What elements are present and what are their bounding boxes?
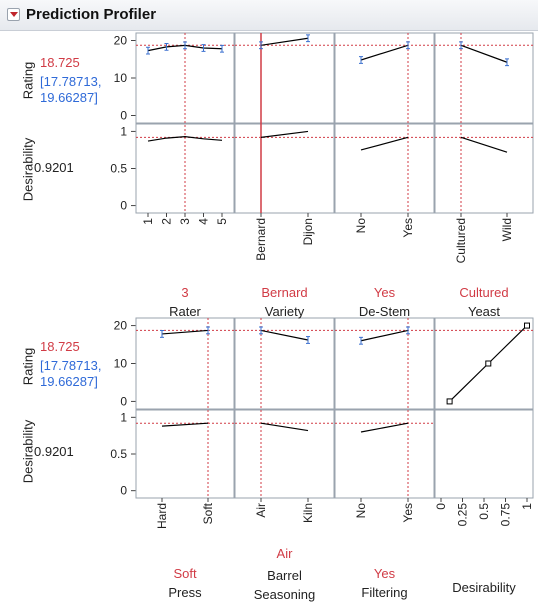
desirability-y-tick-label: 1	[120, 410, 127, 424]
rating-prediction-trace	[161, 329, 209, 335]
rating-panel-frame	[434, 32, 534, 124]
factor-level-label: Yes	[401, 503, 415, 523]
factor-level-label: Hard	[155, 503, 169, 529]
desirability-value-1: 0.9201	[34, 160, 74, 175]
factor-level-label: Soft	[201, 502, 215, 524]
rating-current-value-1: 18.725	[40, 55, 80, 70]
desirability-empty-frame	[434, 409, 534, 499]
desirability-trace	[161, 422, 209, 427]
factor-level-label: 5	[215, 218, 229, 225]
factor-level-label: 3	[178, 218, 192, 225]
desirability-panel-frame	[234, 409, 335, 499]
red-triangle-menu-icon[interactable]	[7, 8, 20, 21]
desirability-tick-label: 1	[520, 503, 534, 510]
rating-y-tick-label: 10	[114, 71, 128, 85]
factor-name: Rater	[169, 304, 201, 319]
desirability-panel-frame	[434, 123, 534, 214]
rating-y-tick-label: 0	[120, 394, 127, 408]
factor-current-value: Yes	[373, 566, 396, 581]
factor-current-value: Soft	[173, 566, 197, 581]
rating-panel-frame	[135, 317, 235, 410]
rating-panel-frame	[234, 317, 335, 410]
desirability-tick-label: 0.25	[456, 503, 470, 527]
factor-level-label: Yes	[401, 218, 415, 238]
rating-y-tick-label: 0	[120, 109, 127, 123]
desirability-y-tick-label: 0.5	[110, 447, 127, 461]
rating-y-tick-label: 10	[114, 357, 128, 371]
factor-current-value: Air	[276, 546, 293, 561]
rating-panel-frame	[334, 32, 435, 124]
rating-y-tick-label: 20	[114, 34, 128, 48]
factor-current-value: 3	[181, 285, 189, 300]
rating-confidence-interval-2: [17.78713, 19.66287]	[40, 358, 102, 389]
rating-prediction-trace	[260, 37, 309, 46]
desirability-trace	[260, 130, 309, 138]
desirability-trace	[460, 136, 508, 153]
desirability-trace	[147, 136, 223, 142]
desirability-trace	[260, 422, 309, 432]
desirability-trace	[360, 136, 409, 151]
desirability-trace	[360, 422, 409, 433]
factor-level-label: Kiln	[301, 503, 315, 523]
rating-panel-frame	[334, 317, 435, 410]
factor-level-label: 4	[197, 218, 211, 225]
rating-prediction-trace	[460, 44, 508, 63]
desirability-y-tick-label: 1	[120, 124, 127, 138]
factor-level-label: No	[354, 218, 368, 234]
desirability-y-tick-label: 0.5	[110, 162, 127, 176]
factor-current-value: Yes	[373, 285, 396, 300]
desirability-tick-label: 0	[434, 503, 448, 510]
factor-level-label: 1	[141, 218, 155, 225]
desirability-y-tick-label: 0	[120, 484, 127, 498]
factor-name: Filtering	[361, 585, 408, 600]
profiler-header: Prediction Profiler	[0, 0, 538, 31]
rating-prediction-trace	[360, 329, 409, 342]
rating-current-value-2: 18.725	[40, 339, 80, 354]
desirability-panel-frame	[334, 123, 435, 214]
factor-level-label: 2	[160, 218, 174, 225]
rating-prediction-trace	[360, 44, 409, 61]
rating-confidence-interval-1: [17.78713, 19.66287]	[40, 74, 102, 105]
window-title: Prediction Profiler	[26, 6, 157, 23]
desirability-function-frame	[434, 317, 534, 410]
desirability-panel-frame	[234, 123, 335, 214]
factor-name: Variety	[264, 304, 305, 319]
factor-current-value: Bernard	[261, 285, 308, 300]
factor-level-label: Cultured	[454, 218, 468, 263]
desirability-handle	[524, 322, 530, 329]
desirability-panel-frame	[334, 409, 435, 499]
factor-level-label: No	[354, 503, 368, 519]
desirability-tick-label: 0.5	[477, 503, 491, 520]
factor-level-label: Bernard	[254, 218, 268, 261]
factor-name: Press	[168, 585, 202, 600]
desirability-panel-name: Desirability	[452, 580, 516, 595]
factor-name: Yeast	[467, 304, 501, 319]
desirability-y-tick-label: 0	[120, 199, 127, 213]
rating-panel-frame	[234, 32, 335, 124]
factor-level-label: Dijon	[301, 218, 315, 245]
factor-name: De-Stem	[358, 304, 411, 319]
desirability-panel-frame	[135, 409, 235, 499]
desirability-tick-label: 0.75	[499, 503, 513, 527]
desirability-value-2: 0.9201	[34, 444, 74, 459]
desirability-handle	[446, 398, 453, 405]
rating-y-tick-label: 20	[114, 319, 128, 333]
rating-prediction-trace	[260, 329, 309, 341]
factor-current-value: Cultured	[459, 285, 509, 300]
factor-level-label: Air	[254, 503, 268, 518]
desirability-handle	[485, 360, 492, 367]
factor-name: Barrel Seasoning	[253, 568, 316, 602]
factor-level-label: Wild	[500, 218, 514, 241]
